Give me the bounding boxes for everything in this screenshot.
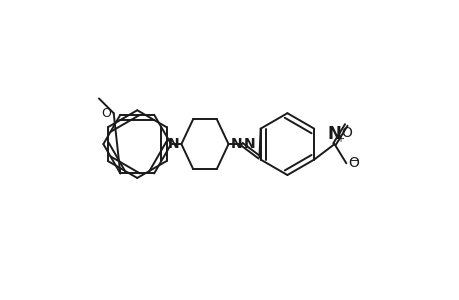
Text: N: N [243, 137, 255, 151]
Text: N: N [327, 124, 341, 142]
Text: N: N [230, 137, 241, 151]
Text: N: N [167, 137, 179, 151]
Text: +: + [335, 134, 343, 144]
Text: −: − [349, 156, 358, 166]
Text: O: O [101, 107, 111, 120]
Text: O: O [340, 126, 351, 140]
Text: O: O [347, 156, 358, 170]
